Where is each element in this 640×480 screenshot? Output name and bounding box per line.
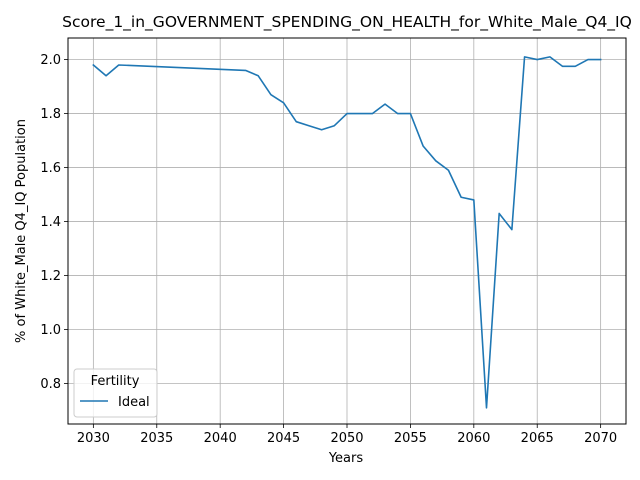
x-tick-label: 2065 bbox=[521, 431, 554, 446]
legend-box bbox=[73, 368, 158, 418]
x-tick-label: 2050 bbox=[330, 431, 363, 446]
x-tick-label: 2060 bbox=[457, 431, 490, 446]
y-tick-label: 1.0 bbox=[40, 323, 61, 338]
y-tick-label: 1.8 bbox=[40, 107, 61, 122]
y-tick-label: 1.4 bbox=[40, 215, 61, 230]
x-axis: 2030 2035 2040 2045 2050 2055 2060 2065 2070 bbox=[77, 424, 617, 446]
x-tick-label: 2040 bbox=[204, 431, 237, 446]
chart-title: Score_1_in_GOVERNMENT_SPENDING_ON_HEALTH… bbox=[62, 13, 632, 32]
x-tick-label: 2035 bbox=[140, 431, 173, 446]
x-tick-label: 2070 bbox=[584, 431, 617, 446]
y-tick-label: 0.8 bbox=[40, 377, 61, 392]
x-tick-label: 2030 bbox=[77, 431, 110, 446]
x-tick-label: 2055 bbox=[394, 431, 427, 446]
y-axis: 0.8 1.0 1.2 1.4 1.6 1.8 2.0 bbox=[40, 53, 68, 392]
legend-label-ideal: Ideal bbox=[118, 395, 150, 410]
y-axis-label: % of White_Male Q4_IQ Population bbox=[14, 119, 29, 343]
series-layer bbox=[92, 56, 602, 409]
x-axis-label: Years bbox=[328, 451, 364, 466]
y-tick-label: 2.0 bbox=[40, 53, 61, 68]
legend: Fertility Ideal bbox=[73, 368, 158, 418]
y-tick-label: 1.2 bbox=[40, 269, 61, 284]
y-tick-label: 1.6 bbox=[40, 161, 61, 176]
x-tick-label: 2045 bbox=[267, 431, 300, 446]
legend-title: Fertility bbox=[91, 374, 140, 389]
series-line-ideal bbox=[92, 56, 602, 409]
